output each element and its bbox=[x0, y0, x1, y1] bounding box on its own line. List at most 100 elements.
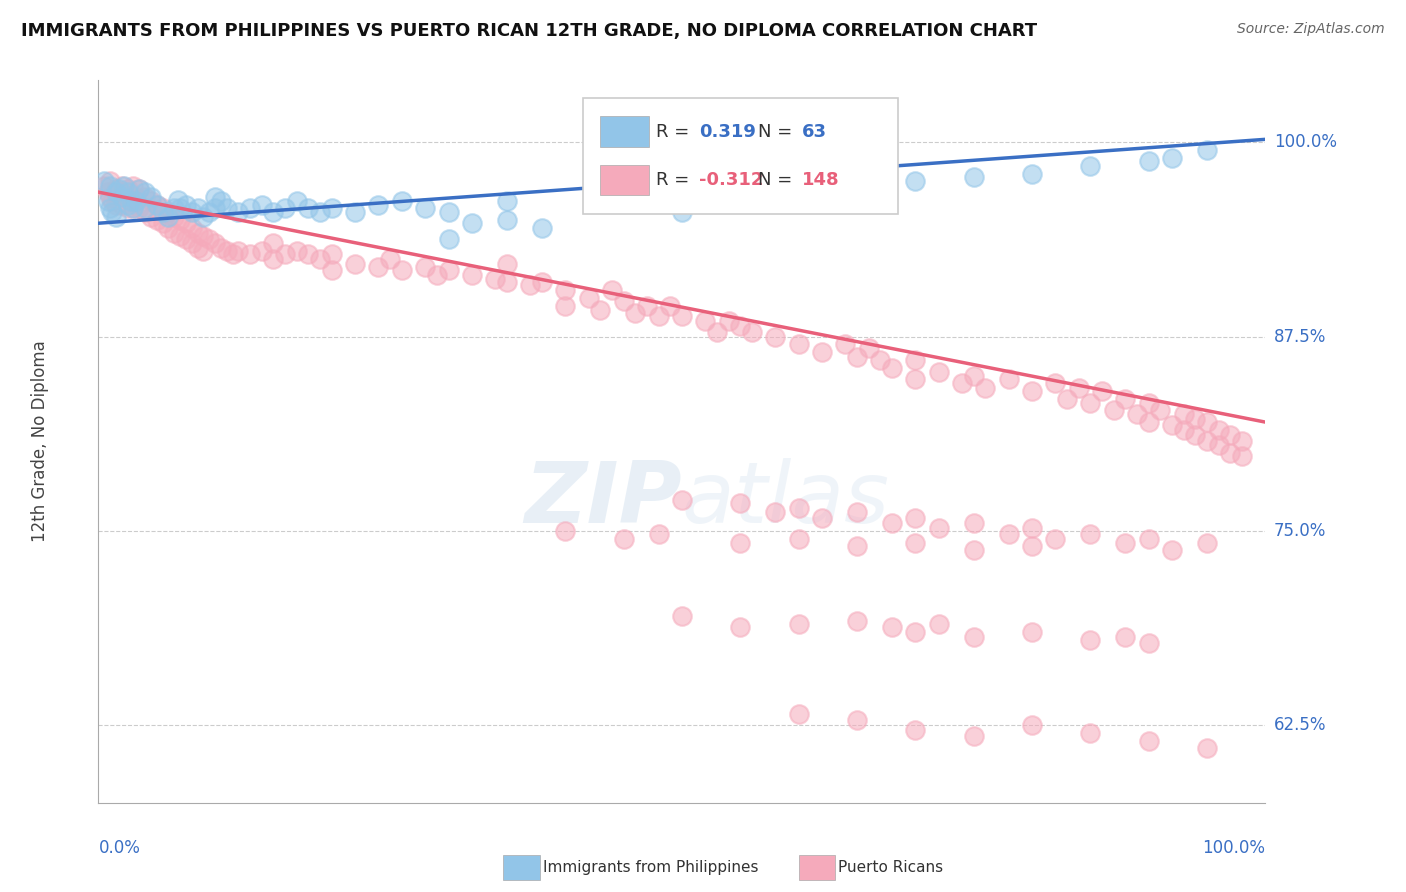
Point bbox=[962, 729, 984, 743]
Point bbox=[811, 511, 834, 525]
Point bbox=[880, 620, 903, 634]
Point bbox=[104, 185, 127, 199]
Point bbox=[997, 371, 1019, 385]
Point bbox=[928, 617, 950, 632]
Point bbox=[962, 516, 984, 530]
Point bbox=[1149, 402, 1171, 417]
Point bbox=[169, 213, 191, 227]
Point bbox=[120, 194, 142, 209]
Point bbox=[391, 194, 413, 209]
Point bbox=[193, 228, 215, 243]
Point bbox=[1137, 733, 1160, 747]
Point bbox=[1137, 415, 1160, 429]
Point bbox=[157, 205, 180, 219]
Point bbox=[112, 190, 135, 204]
Text: Immigrants from Philippines: Immigrants from Philippines bbox=[543, 860, 758, 874]
Point bbox=[904, 723, 927, 737]
Point bbox=[204, 201, 226, 215]
Point bbox=[1195, 741, 1218, 756]
Point bbox=[578, 291, 600, 305]
Point bbox=[787, 500, 810, 515]
Point bbox=[174, 232, 197, 246]
Point bbox=[297, 201, 319, 215]
Point bbox=[193, 244, 215, 259]
Point bbox=[262, 236, 284, 251]
Text: 100.0%: 100.0% bbox=[1202, 838, 1265, 857]
Point bbox=[1195, 434, 1218, 448]
Point bbox=[869, 353, 891, 368]
Point bbox=[98, 178, 121, 193]
Point bbox=[139, 190, 162, 204]
Point bbox=[1137, 532, 1160, 546]
Point bbox=[1021, 384, 1043, 398]
Point bbox=[209, 194, 232, 209]
Point bbox=[209, 241, 232, 255]
Point bbox=[1080, 527, 1102, 541]
Point bbox=[846, 505, 869, 519]
Point bbox=[1045, 376, 1067, 391]
Point bbox=[309, 252, 332, 266]
Point bbox=[613, 293, 636, 308]
Point bbox=[104, 197, 127, 211]
Point bbox=[846, 540, 869, 554]
Point bbox=[93, 174, 115, 188]
Point bbox=[250, 244, 273, 259]
Text: 63: 63 bbox=[801, 122, 827, 141]
Point bbox=[730, 620, 752, 634]
Point bbox=[962, 368, 984, 383]
Point bbox=[97, 185, 120, 199]
Point bbox=[624, 306, 647, 320]
Point bbox=[104, 182, 127, 196]
Point bbox=[117, 182, 139, 196]
Point bbox=[163, 226, 186, 240]
Point bbox=[1102, 402, 1125, 417]
Point bbox=[187, 201, 209, 215]
Point bbox=[1195, 536, 1218, 550]
Point bbox=[108, 185, 131, 199]
Point bbox=[1219, 427, 1241, 442]
Point bbox=[1091, 384, 1114, 398]
Point bbox=[228, 244, 250, 259]
Point bbox=[904, 353, 927, 368]
Point bbox=[659, 299, 682, 313]
Point bbox=[1208, 423, 1230, 437]
Text: R =: R = bbox=[657, 171, 695, 189]
Point bbox=[285, 244, 308, 259]
Point bbox=[146, 197, 169, 211]
Point bbox=[671, 609, 693, 624]
Point bbox=[274, 247, 297, 261]
Point bbox=[163, 210, 186, 224]
Point bbox=[928, 521, 950, 535]
Point bbox=[215, 201, 238, 215]
Point bbox=[128, 201, 150, 215]
Text: atlas: atlas bbox=[682, 458, 890, 541]
Point bbox=[1021, 167, 1043, 181]
Point bbox=[367, 260, 389, 274]
Point bbox=[974, 381, 997, 395]
Point bbox=[600, 283, 623, 297]
Point bbox=[1195, 143, 1218, 157]
Point bbox=[880, 516, 903, 530]
Point bbox=[111, 190, 134, 204]
Point bbox=[554, 283, 576, 297]
Point bbox=[787, 337, 810, 351]
Point bbox=[496, 257, 519, 271]
Point bbox=[787, 707, 810, 722]
Point bbox=[262, 205, 284, 219]
Point bbox=[122, 178, 145, 193]
Point bbox=[128, 182, 150, 196]
Point bbox=[152, 216, 174, 230]
Point bbox=[647, 310, 669, 324]
Point bbox=[125, 190, 148, 204]
Point bbox=[519, 278, 541, 293]
Point bbox=[437, 232, 460, 246]
Point bbox=[461, 216, 484, 230]
Text: 12th Grade, No Diploma: 12th Grade, No Diploma bbox=[31, 341, 49, 542]
Point bbox=[787, 185, 810, 199]
Text: Source: ZipAtlas.com: Source: ZipAtlas.com bbox=[1237, 22, 1385, 37]
Point bbox=[134, 190, 156, 204]
Point bbox=[904, 624, 927, 639]
Text: ZIP: ZIP bbox=[524, 458, 682, 541]
Point bbox=[880, 360, 903, 375]
Point bbox=[1137, 396, 1160, 410]
